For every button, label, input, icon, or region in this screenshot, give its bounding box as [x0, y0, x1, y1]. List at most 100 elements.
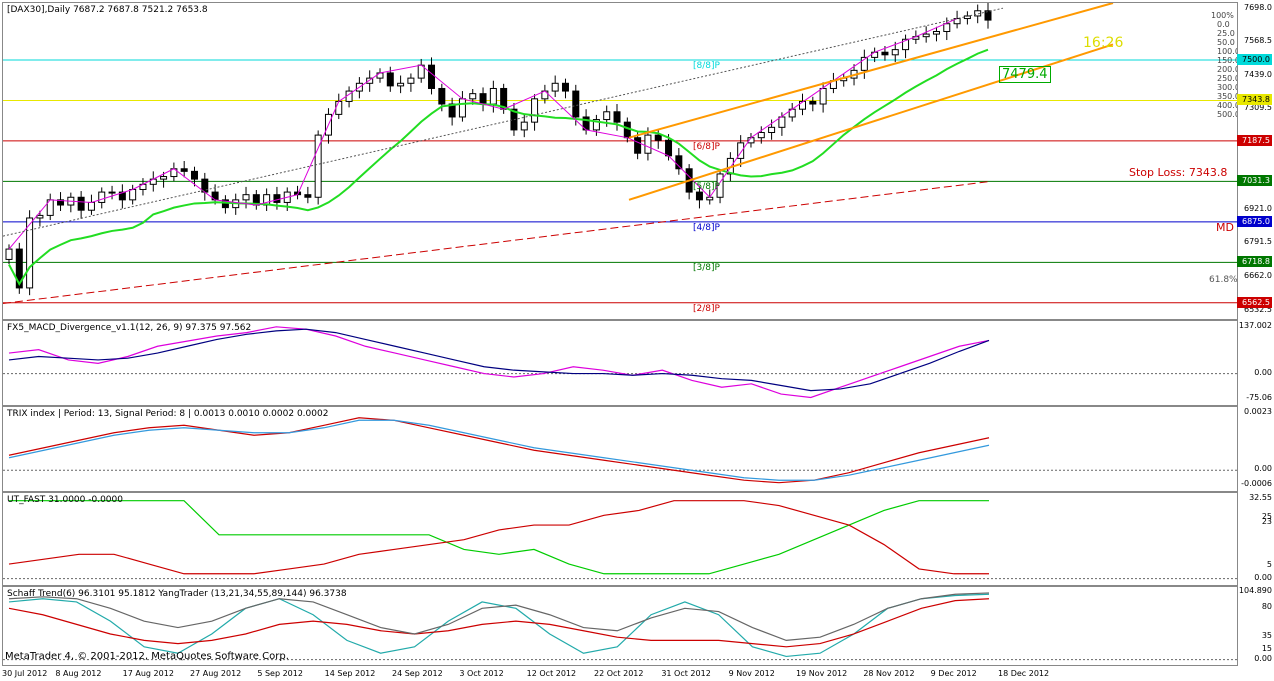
macd-scale: 137.002 0.00 -75.06 — [1237, 320, 1274, 406]
candle-body — [304, 194, 312, 198]
fan-level-label: 25.0 — [1217, 29, 1235, 38]
candle-body — [665, 139, 673, 157]
date-axis-label: 17 Aug 2012 — [122, 669, 174, 678]
timer-label: 16:26 — [1083, 35, 1124, 51]
level-price-box: 6718.8 — [1237, 256, 1272, 268]
utfast-title: UT_FAST 31.0000 -0.0000 — [7, 495, 123, 505]
candle-body — [531, 98, 539, 123]
candle-body — [943, 23, 951, 32]
macd-title: FX5_MACD_Divergence_v1.1(12, 26, 9) 97.3… — [7, 323, 252, 333]
utfast-panel[interactable]: UT_FAST 31.0000 -0.0000 — [2, 492, 1238, 586]
fan-level-label: 300.0 — [1217, 83, 1238, 92]
candle-body — [902, 38, 910, 51]
candle-body — [592, 119, 600, 131]
level-price-box: 6562.5 — [1237, 296, 1272, 308]
candle-body — [603, 111, 611, 121]
zigzag-line — [8, 18, 958, 250]
candle-body — [180, 168, 188, 172]
candle-body — [819, 87, 827, 105]
indicator-series-line — [8, 593, 990, 658]
price-tick-label: 6532.5 — [1244, 304, 1272, 314]
indicator-tick-label: 0.0023 — [1244, 406, 1272, 416]
indicator-tick-label: 80 — [1261, 602, 1272, 612]
fan-level-label: 350.0 — [1217, 92, 1238, 101]
candle-body — [644, 134, 652, 154]
candle-body — [57, 199, 65, 206]
date-axis-label: 24 Sep 2012 — [392, 669, 443, 678]
candle-body — [5, 248, 13, 260]
candle-body — [15, 248, 23, 289]
candle-body — [489, 87, 497, 105]
candle-body — [613, 111, 621, 123]
level-price-box: 7031.3 — [1237, 175, 1272, 187]
candle-body — [129, 188, 137, 201]
candle-body — [860, 56, 868, 71]
price-callout: 7479.4 — [999, 66, 1051, 83]
schaff-scale: 104.890 80 35 15 0.00 — [1237, 586, 1274, 666]
candle-body — [881, 51, 889, 56]
candle-body — [458, 98, 466, 118]
candle-body — [695, 191, 703, 201]
candle-body — [36, 214, 44, 219]
fan-level-label: 150.0 — [1217, 56, 1238, 65]
candle-body — [190, 170, 198, 180]
candle-body — [366, 77, 374, 84]
fan-level-label: 50.0 — [1217, 38, 1235, 47]
date-axis-label: 19 Nov 2012 — [796, 669, 848, 678]
candle-body — [26, 217, 34, 289]
indicator-tick-label: -0.0006 — [1241, 479, 1272, 489]
candle-body — [397, 82, 405, 87]
price-scale: 7698.0 7568.5 7439.0 7309.5 6921.0 6791.5 6662… — [1237, 2, 1274, 320]
macd-svg — [3, 326, 1237, 399]
date-axis-label: 12 Oct 2012 — [526, 669, 577, 678]
candle-body — [438, 87, 446, 105]
schaff-svg — [3, 592, 1237, 661]
candle-body — [737, 142, 745, 159]
indicator-tick-label: 104.890 — [1238, 586, 1272, 596]
candle-body — [428, 64, 436, 89]
trix-svg — [3, 417, 1237, 484]
utfast-svg — [3, 500, 1237, 580]
macd-panel[interactable]: FX5_MACD_Divergence_v1.1(12, 26, 9) 97.3… — [2, 320, 1238, 406]
orange-channel-lower — [628, 43, 1114, 201]
candle-body — [757, 132, 765, 139]
date-axis-label: 27 Aug 2012 — [190, 669, 242, 678]
fan-level-label: 400.0 — [1217, 101, 1238, 110]
stop-loss-label: Stop Loss: 7343.8 — [1129, 166, 1228, 179]
candle-body — [716, 173, 724, 198]
candle-body — [160, 176, 168, 180]
price-chart-svg — [3, 3, 1237, 304]
candle-body — [273, 194, 281, 203]
fan-level-label: 100% — [1211, 11, 1234, 20]
candle-body — [386, 72, 394, 87]
murrey-level-label: [5/8]P — [693, 182, 720, 193]
indicator-tick-label: 35 — [1261, 631, 1272, 641]
price-panel-title: [DAX30],Daily 7687.2 7687.8 7521.2 7653.… — [7, 5, 208, 15]
murrey-level-label: [8/8]P — [693, 60, 720, 71]
indicator-tick-label: 0.00 — [1254, 367, 1272, 377]
price-tick-label: 6662.0 — [1244, 271, 1272, 281]
candle-body — [778, 116, 786, 128]
level-price-box: 7343.8 — [1237, 94, 1272, 106]
fan-level-label: 0.0 — [1217, 20, 1230, 29]
indicator-series-line — [8, 592, 990, 641]
murrey-level-label: [3/8]P — [693, 263, 720, 274]
candle-body — [469, 93, 477, 100]
indicator-tick-label: 23 — [1261, 516, 1272, 526]
candle-body — [809, 100, 817, 105]
price-panel[interactable]: [DAX30],Daily 7687.2 7687.8 7521.2 7653.… — [2, 2, 1238, 320]
indicator-series-line — [8, 328, 990, 392]
schaff-panel[interactable]: Schaff Trend(6) 96.3101 95.1812 YangTrad… — [2, 586, 1238, 666]
candle-body — [242, 194, 250, 201]
date-axis-label: 9 Dec 2012 — [930, 669, 977, 678]
trix-title: TRIX index | Period: 13, Signal Period: … — [7, 409, 329, 419]
trix-panel[interactable]: TRIX index | Period: 13, Signal Period: … — [2, 406, 1238, 492]
candle-body — [551, 82, 559, 92]
candle-body — [314, 134, 322, 198]
candle-body — [932, 30, 940, 35]
price-tick-label: 7309.5 — [1244, 103, 1272, 113]
murrey-level-label: [2/8]P — [693, 303, 720, 314]
candle-body — [479, 93, 487, 105]
candle-body — [118, 191, 126, 201]
indicator-series-line — [8, 598, 990, 648]
